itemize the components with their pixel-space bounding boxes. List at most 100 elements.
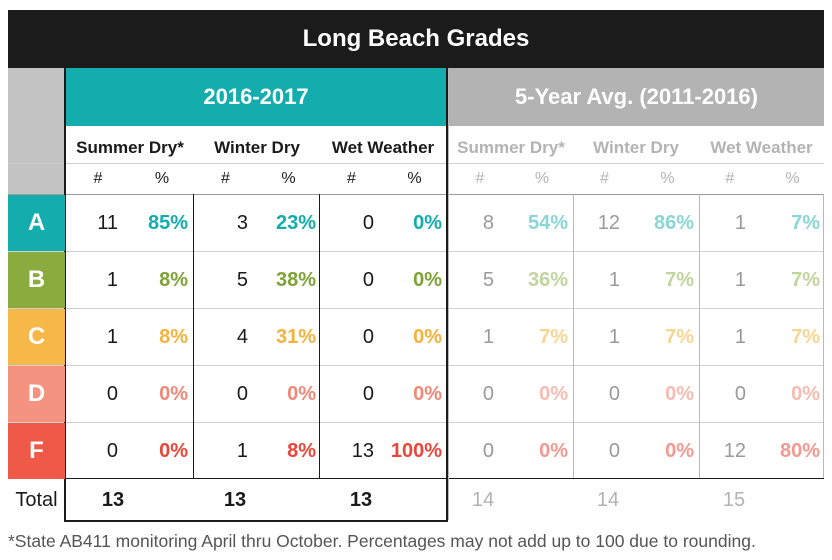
table-title: Long Beach Grades [8,10,824,68]
current-percent: 0% [159,382,188,405]
average-count: 1 [482,325,494,348]
current-percent: 0% [413,268,442,291]
current-percent: 100% [390,439,442,462]
average-count: 0 [734,382,746,405]
current-count: 0 [362,382,374,405]
average-count: 1 [734,211,746,234]
col-winter-dry-avg: Winter Dry [593,138,679,157]
average-percent: 0% [665,439,694,462]
col-wet-weather-avg: Wet Weather [710,138,813,157]
col-divider [193,194,194,478]
average-count: 1 [734,268,746,291]
total-wet-weather-current: 13 [349,488,373,511]
row-divider [8,422,824,423]
average-percent: 7% [539,325,568,348]
average-count: 12 [597,211,620,234]
average-percent: 0% [539,439,568,462]
col-summer-dry-current: Summer Dry* [76,138,184,157]
current-season-frame [64,68,448,522]
current-count: 0 [106,439,118,462]
current-count: 0 [362,268,374,291]
sub-pct: % [785,170,800,187]
average-count: 8 [482,211,494,234]
sub-pct: % [281,170,296,187]
average-count: 0 [482,439,494,462]
sub-num: # [725,170,735,187]
current-count: 1 [106,325,118,348]
average-count: 0 [482,382,494,405]
average-percent: 7% [791,268,820,291]
sub-num: # [221,170,230,187]
current-percent: 0% [413,211,442,234]
current-count: 1 [236,439,248,462]
current-percent: 8% [159,268,188,291]
row-divider [8,308,824,309]
sub-num: # [475,170,485,187]
col-divider [573,194,574,478]
sub-pct: % [154,170,170,187]
current-count: 13 [351,439,374,462]
grade-d-label: D [8,366,65,422]
col-divider [823,194,824,478]
current-percent: 0% [159,439,188,462]
grade-f-label: F [8,423,65,479]
average-percent: 7% [665,325,694,348]
current-percent: 0% [413,382,442,405]
current-count: 1 [106,268,118,291]
grade-b-label: B [8,252,65,308]
current-count: 0 [362,325,374,348]
current-percent: 0% [287,382,316,405]
average-percent: 0% [539,382,568,405]
current-percent: 31% [275,325,316,348]
average-percent: 7% [791,325,820,348]
col-wet-weather-current: Wet Weather [331,138,435,157]
col-divider [699,194,700,478]
col-winter-dry-current: Winter Dry [214,138,300,157]
total-winter-dry-current: 13 [223,488,247,511]
sub-pct: % [407,170,422,187]
current-count: 3 [236,211,248,234]
current-percent: 38% [275,268,316,291]
sub-pct: % [660,170,675,187]
row-divider [8,478,824,479]
five-year-average-header: 5-Year Avg. (2011-2016) [449,68,824,126]
average-count: 1 [608,325,620,348]
total-summer-dry-current: 13 [101,488,125,511]
current-count: 11 [97,211,118,234]
sub-num: # [600,170,609,187]
current-percent: 0% [413,325,442,348]
grade-a-label: A [8,195,65,251]
current-season-header: 2016-2017 [65,68,447,126]
average-percent: 80% [779,439,820,462]
current-count: 0 [362,211,374,234]
row-divider [8,194,824,195]
total-summer-dry-avg: 14 [471,488,495,511]
sub-pct: % [534,170,550,187]
average-count: 0 [608,439,620,462]
current-count: 5 [236,268,248,291]
current-percent: 8% [159,325,188,348]
average-count: 5 [482,268,494,291]
sub-num: # [93,170,103,187]
average-count: 12 [723,439,746,462]
current-count: 0 [236,382,248,405]
current-count: 4 [236,325,248,348]
col-divider [447,68,449,520]
average-percent: 7% [791,211,820,234]
row-divider [8,251,824,252]
current-percent: 23% [275,211,316,234]
footnote: *State AB411 monitoring April thru Octob… [8,530,756,551]
average-percent: 36% [527,268,568,291]
average-count: 0 [608,382,620,405]
total-winter-dry-avg: 14 [596,488,620,511]
header-corner [8,68,65,195]
row-divider [8,163,824,164]
grade-c-label: C [8,309,65,365]
average-percent: 0% [665,382,694,405]
average-percent: 86% [653,211,694,234]
average-percent: 0% [791,382,820,405]
col-summer-dry-avg: Summer Dry* [457,138,565,157]
sub-num: # [347,170,356,187]
average-percent: 54% [527,211,568,234]
average-count: 1 [608,268,620,291]
